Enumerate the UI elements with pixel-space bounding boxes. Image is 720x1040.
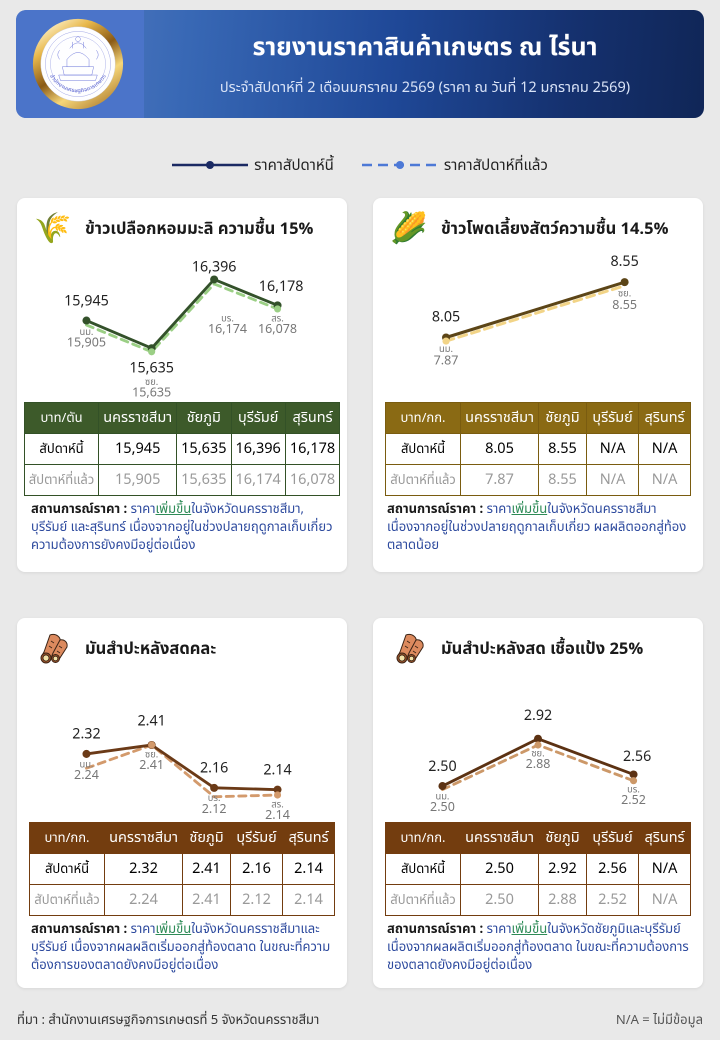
svg-text:2.92: 2.92: [524, 706, 552, 727]
svg-text:16,174: 16,174: [208, 320, 247, 339]
svg-text:2.88: 2.88: [526, 755, 551, 774]
svg-text:2.32: 2.32: [72, 725, 100, 746]
svg-text:2.50: 2.50: [430, 798, 455, 817]
svg-text:2.12: 2.12: [202, 800, 227, 819]
svg-text:2.41: 2.41: [139, 756, 164, 775]
svg-text:15,635: 15,635: [132, 383, 171, 402]
svg-text:2.14: 2.14: [263, 760, 291, 781]
svg-text:7.87: 7.87: [434, 351, 459, 370]
svg-text:16,078: 16,078: [258, 320, 297, 339]
svg-text:8.55: 8.55: [610, 252, 638, 273]
svg-text:2.50: 2.50: [428, 757, 456, 778]
svg-text:15,945: 15,945: [64, 291, 109, 312]
svg-text:2.14: 2.14: [265, 806, 290, 825]
svg-text:2.56: 2.56: [623, 747, 651, 768]
svg-text:2.52: 2.52: [621, 791, 646, 810]
svg-text:2.24: 2.24: [74, 766, 99, 785]
svg-text:16,178: 16,178: [259, 277, 304, 298]
svg-text:15,905: 15,905: [67, 333, 106, 352]
svg-text:8.55: 8.55: [612, 296, 637, 315]
svg-text:2.41: 2.41: [137, 711, 165, 732]
svg-text:8.05: 8.05: [432, 307, 460, 328]
svg-text:2.16: 2.16: [200, 759, 228, 780]
svg-text:16,396: 16,396: [192, 257, 237, 278]
